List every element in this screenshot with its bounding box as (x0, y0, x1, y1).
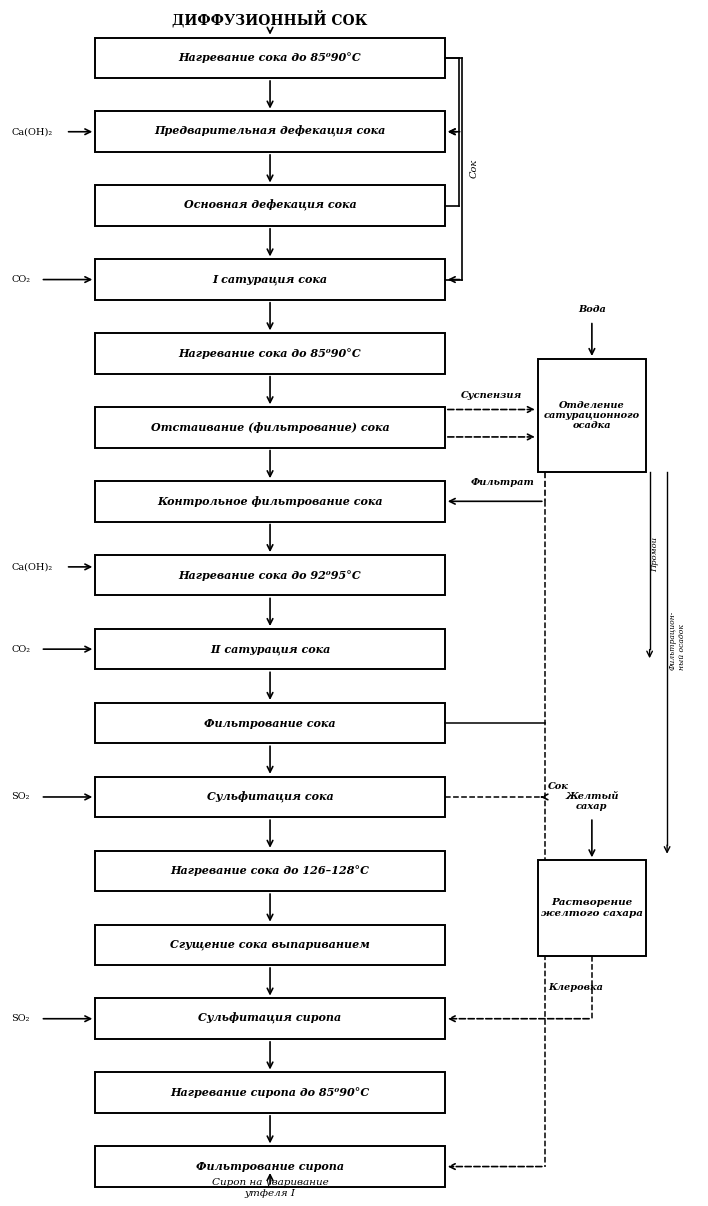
Text: Сок: Сок (548, 781, 569, 791)
Text: Отстаивание (фильтрование) сока: Отстаивание (фильтрование) сока (151, 422, 389, 433)
Text: Фильтрат: Фильтрат (470, 478, 534, 487)
Text: Клеровка: Клеровка (548, 983, 603, 991)
Text: Фильтрование сока: Фильтрование сока (204, 718, 336, 728)
Text: Суспензия: Суспензия (461, 391, 522, 400)
Text: Сироп на уваривание
утфеля I: Сироп на уваривание утфеля I (212, 1178, 329, 1198)
Text: Сок: Сок (469, 159, 479, 178)
Text: SO₂: SO₂ (11, 1014, 30, 1023)
Bar (95, 999, 445, 1040)
Bar (95, 37, 445, 78)
Text: Контрольное фильтрование сока: Контрольное фильтрование сока (157, 496, 383, 507)
Text: Нагревание сока до 85⁰90°C: Нагревание сока до 85⁰90°C (178, 52, 361, 64)
Text: II сатурация сока: II сатурация сока (210, 644, 330, 655)
Bar (95, 481, 445, 521)
Text: Отделение
сатурационного
осадка: Отделение сатурационного осадка (544, 400, 640, 431)
Bar (95, 259, 445, 300)
Bar (95, 703, 445, 743)
Bar (537, 359, 646, 472)
Text: Нагревание сока до 92⁰95°C: Нагревание сока до 92⁰95°C (178, 569, 361, 581)
Text: Ca(OH)₂: Ca(OH)₂ (11, 562, 52, 572)
Text: SO₂: SO₂ (11, 792, 30, 802)
Text: CO₂: CO₂ (11, 645, 30, 654)
Text: Растворение
желтого сахара: Растворение желтого сахара (541, 898, 643, 918)
Text: CO₂: CO₂ (11, 275, 30, 285)
Text: Фильтрацион-
ный осадок: Фильтрацион- ный осадок (668, 610, 686, 671)
Text: ДИФФУЗИОННЫЙ СОК: ДИФФУЗИОННЫЙ СОК (172, 10, 367, 28)
Bar (95, 1146, 445, 1187)
Text: Сгущение сока выпариванием: Сгущение сока выпариванием (170, 939, 370, 950)
Bar (95, 408, 445, 447)
Bar (95, 777, 445, 818)
Bar (95, 111, 445, 152)
Text: Ca(OH)₂: Ca(OH)₂ (11, 127, 52, 136)
Text: Сульфитация сока: Сульфитация сока (207, 791, 333, 803)
Text: I сатурация сока: I сатурация сока (212, 274, 328, 285)
Text: Фильтрование сиропа: Фильтрование сиропа (196, 1161, 344, 1172)
Text: Предварительная дефекация сока: Предварительная дефекация сока (154, 127, 386, 137)
Text: Нагревание сока до 85⁰90°C: Нагревание сока до 85⁰90°C (178, 349, 361, 359)
Text: Желтый
сахар: Желтый сахар (565, 792, 619, 812)
Bar (537, 860, 646, 955)
Bar (95, 850, 445, 891)
Text: Основная дефекация сока: Основная дефекация сока (183, 200, 356, 211)
Bar (95, 555, 445, 596)
Bar (95, 1072, 445, 1113)
Bar (95, 628, 445, 669)
Bar (95, 186, 445, 226)
Text: Нагревание сока до 126–128°C: Нагревание сока до 126–128°C (171, 866, 370, 877)
Bar (95, 333, 445, 374)
Text: Сульфитация сиропа: Сульфитация сиропа (198, 1013, 342, 1024)
Text: Нагревание сиропа до 85⁰90°C: Нагревание сиропа до 85⁰90°C (171, 1087, 370, 1099)
Text: Промои: Промои (651, 537, 659, 572)
Bar (95, 925, 445, 965)
Text: Вода: Вода (578, 305, 606, 314)
